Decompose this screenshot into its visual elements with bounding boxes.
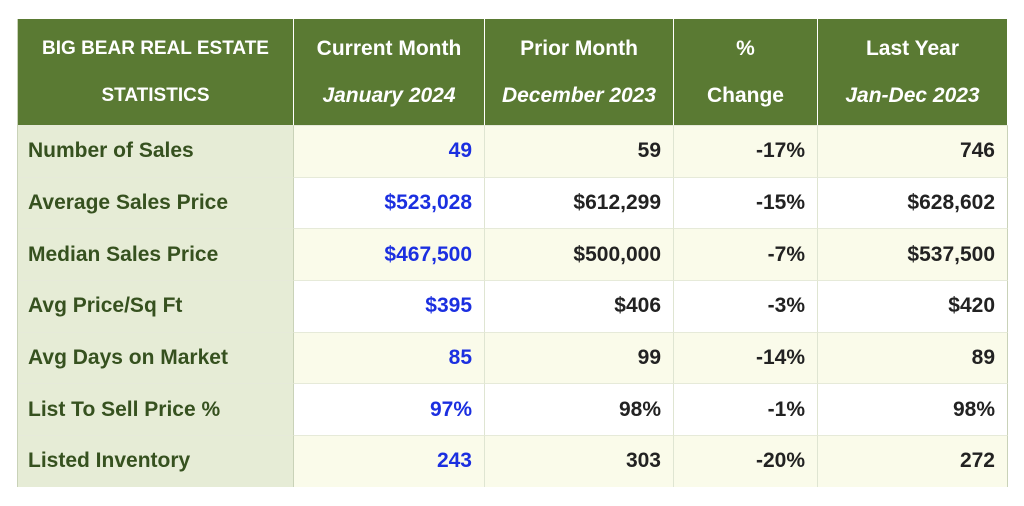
row-label: Median Sales Price <box>18 228 294 281</box>
header-last-year: Last Year Jan-Dec 2023 <box>818 19 1008 125</box>
last-year-value: $537,500 <box>818 228 1008 281</box>
current-month-value: $467,500 <box>294 228 485 281</box>
percent-change-value: -20% <box>674 435 818 487</box>
current-month-value: 49 <box>294 125 485 177</box>
last-year-value: $628,602 <box>818 176 1008 229</box>
last-year-value: $420 <box>818 280 1008 332</box>
header-current-month-label: Current Month <box>316 36 462 60</box>
last-year-value: 98% <box>818 383 1008 436</box>
row-label: Avg Days on Market <box>18 331 294 384</box>
last-year-value: 89 <box>818 331 1008 384</box>
percent-change-value: -15% <box>674 176 818 229</box>
prior-month-value: 59 <box>485 125 674 177</box>
header-change-label: Change <box>706 83 784 107</box>
row-label: List To Sell Price % <box>18 383 294 436</box>
prior-month-value: $406 <box>485 280 674 332</box>
prior-month-value: $612,299 <box>485 176 674 229</box>
percent-change-value: -14% <box>674 331 818 384</box>
prior-month-value: 98% <box>485 383 674 436</box>
header-prior-month: Prior Month December 2023 <box>485 19 674 125</box>
percent-change-value: -1% <box>674 383 818 436</box>
row-label: Avg Price/Sq Ft <box>18 280 294 332</box>
row-label: Listed Inventory <box>18 435 294 487</box>
prior-month-value: $500,000 <box>485 228 674 281</box>
header-prior-month-label: Prior Month <box>520 36 638 60</box>
prior-month-value: 303 <box>485 435 674 487</box>
header-current-month-period: January 2024 <box>322 83 456 107</box>
last-year-value: 746 <box>818 125 1008 177</box>
current-month-value: $395 <box>294 280 485 332</box>
current-month-value: 85 <box>294 331 485 384</box>
header-prior-month-period: December 2023 <box>501 83 657 107</box>
header-last-year-period: Jan-Dec 2023 <box>845 83 980 107</box>
percent-change-value: -3% <box>674 280 818 332</box>
current-month-value: 97% <box>294 383 485 436</box>
last-year-value: 272 <box>818 435 1008 487</box>
header-current-month: Current Month January 2024 <box>294 19 485 125</box>
header-percent-change: % Change <box>674 19 818 125</box>
current-month-value: 243 <box>294 435 485 487</box>
prior-month-value: 99 <box>485 331 674 384</box>
real-estate-stats-table: BIG BEAR REAL ESTATE STATISTICS Current … <box>17 19 1008 487</box>
header-percent-symbol: % <box>736 36 755 60</box>
header-title-line2: STATISTICS <box>101 84 210 106</box>
row-label: Average Sales Price <box>18 176 294 229</box>
row-label: Number of Sales <box>18 125 294 177</box>
header-statistics: BIG BEAR REAL ESTATE STATISTICS <box>18 19 294 125</box>
percent-change-value: -17% <box>674 125 818 177</box>
percent-change-value: -7% <box>674 228 818 281</box>
current-month-value: $523,028 <box>294 176 485 229</box>
header-title-line1: BIG BEAR REAL ESTATE <box>42 37 269 59</box>
header-last-year-label: Last Year <box>865 36 959 60</box>
